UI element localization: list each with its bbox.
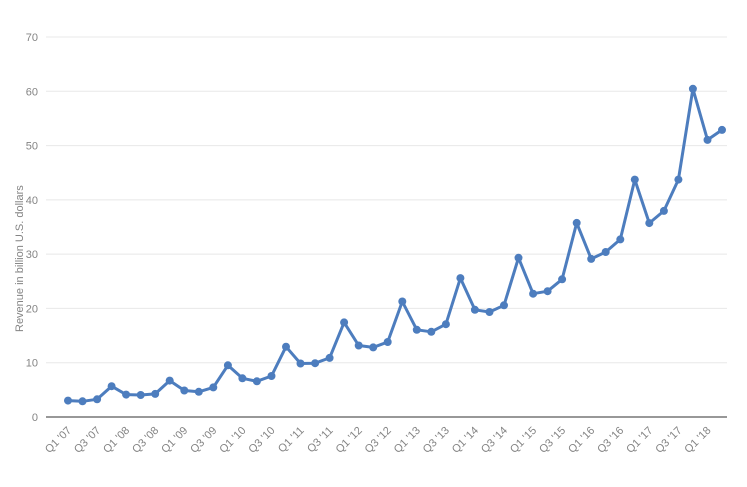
data-point-marker (558, 275, 567, 284)
y-tick-label: 20 (26, 303, 38, 315)
data-point-marker (674, 175, 683, 184)
x-tick-label: Q3 '17 (653, 425, 684, 456)
data-point-marker (630, 175, 639, 184)
data-point-marker (441, 320, 450, 329)
x-tick-label: Q1 '11 (276, 425, 307, 456)
data-point-marker (369, 343, 378, 352)
x-tick-label: Q1 '10 (217, 425, 248, 456)
x-tick-label: Q1 '17 (624, 425, 655, 456)
data-point-marker (78, 397, 87, 406)
data-point-marker (267, 372, 276, 380)
x-tick-label: Q3 '16 (595, 425, 626, 456)
y-tick-label: 10 (26, 358, 38, 370)
x-tick-label: Q3 '14 (479, 425, 510, 456)
x-tick-label: Q3 '15 (537, 425, 568, 456)
y-axis-title: Revenue in billion U.S. dollars (14, 185, 26, 332)
x-tick-label: Q1 '08 (101, 425, 132, 456)
x-tick-label: Q3 '07 (72, 425, 103, 456)
x-tick-label: Q3 '10 (246, 425, 277, 456)
data-point-marker (354, 341, 363, 350)
data-point-marker (659, 206, 668, 215)
data-point-marker (311, 359, 320, 368)
data-point-marker (456, 274, 465, 283)
data-point-marker (194, 387, 203, 396)
data-point-marker (703, 135, 712, 144)
data-point-marker (470, 305, 479, 314)
x-tick-label: Q3 '08 (130, 425, 161, 456)
data-point-marker (238, 374, 247, 383)
x-tick-label: Q1 '16 (566, 425, 597, 456)
data-point-marker (64, 396, 72, 405)
data-point-marker (122, 390, 131, 399)
x-tick-label: Q1 '14 (450, 425, 481, 456)
data-point-marker (485, 308, 494, 316)
data-point-marker (296, 359, 305, 368)
data-point-marker (136, 391, 145, 399)
y-tick-label: 40 (26, 195, 38, 207)
x-tick-label: Q1 '15 (508, 425, 539, 456)
data-point-marker (616, 235, 625, 244)
y-tick-label: 60 (26, 86, 38, 98)
data-point-marker (645, 219, 654, 228)
data-point-marker (412, 325, 421, 334)
data-point-marker (151, 389, 160, 398)
x-tick-label: Q3 '11 (305, 425, 336, 456)
data-point-marker (529, 289, 538, 298)
data-point-marker (282, 342, 290, 351)
y-tick-label: 0 (32, 412, 38, 424)
data-point-marker (500, 301, 508, 310)
x-tick-label: Q1 '09 (159, 425, 190, 456)
revenue-series-line (66, 87, 724, 403)
data-point-marker (107, 382, 116, 391)
data-point-marker (209, 383, 218, 392)
data-point-marker (587, 254, 596, 263)
data-point-marker (180, 386, 189, 395)
data-point-marker (718, 125, 726, 134)
data-point-marker (252, 377, 261, 386)
x-tick-label: Q1 '12 (334, 425, 365, 456)
data-point-marker (93, 395, 102, 404)
data-point-marker (325, 353, 334, 362)
data-point-marker (398, 297, 407, 306)
data-point-marker (601, 248, 610, 256)
data-point-marker (383, 338, 392, 346)
data-point-marker (427, 327, 436, 336)
x-tick-label: Q1 '07 (43, 425, 74, 456)
y-tick-label: 30 (26, 249, 38, 261)
data-point-marker (340, 318, 349, 327)
x-tick-label: Q3 '09 (188, 425, 219, 456)
x-tick-label: Q1 '13 (392, 425, 423, 456)
data-point-marker (688, 84, 697, 93)
data-point-marker (165, 376, 174, 385)
x-tick-label: Q1 '18 (682, 425, 713, 456)
x-tick-label: Q3 '12 (363, 425, 394, 456)
data-point-marker (572, 218, 581, 227)
x-tick-label: Q3 '13 (421, 425, 452, 456)
data-point-marker (223, 361, 232, 370)
y-tick-label: 50 (26, 141, 38, 153)
data-point-marker (543, 287, 552, 296)
y-tick-label: 70 (26, 32, 38, 44)
data-point-marker (514, 253, 523, 262)
